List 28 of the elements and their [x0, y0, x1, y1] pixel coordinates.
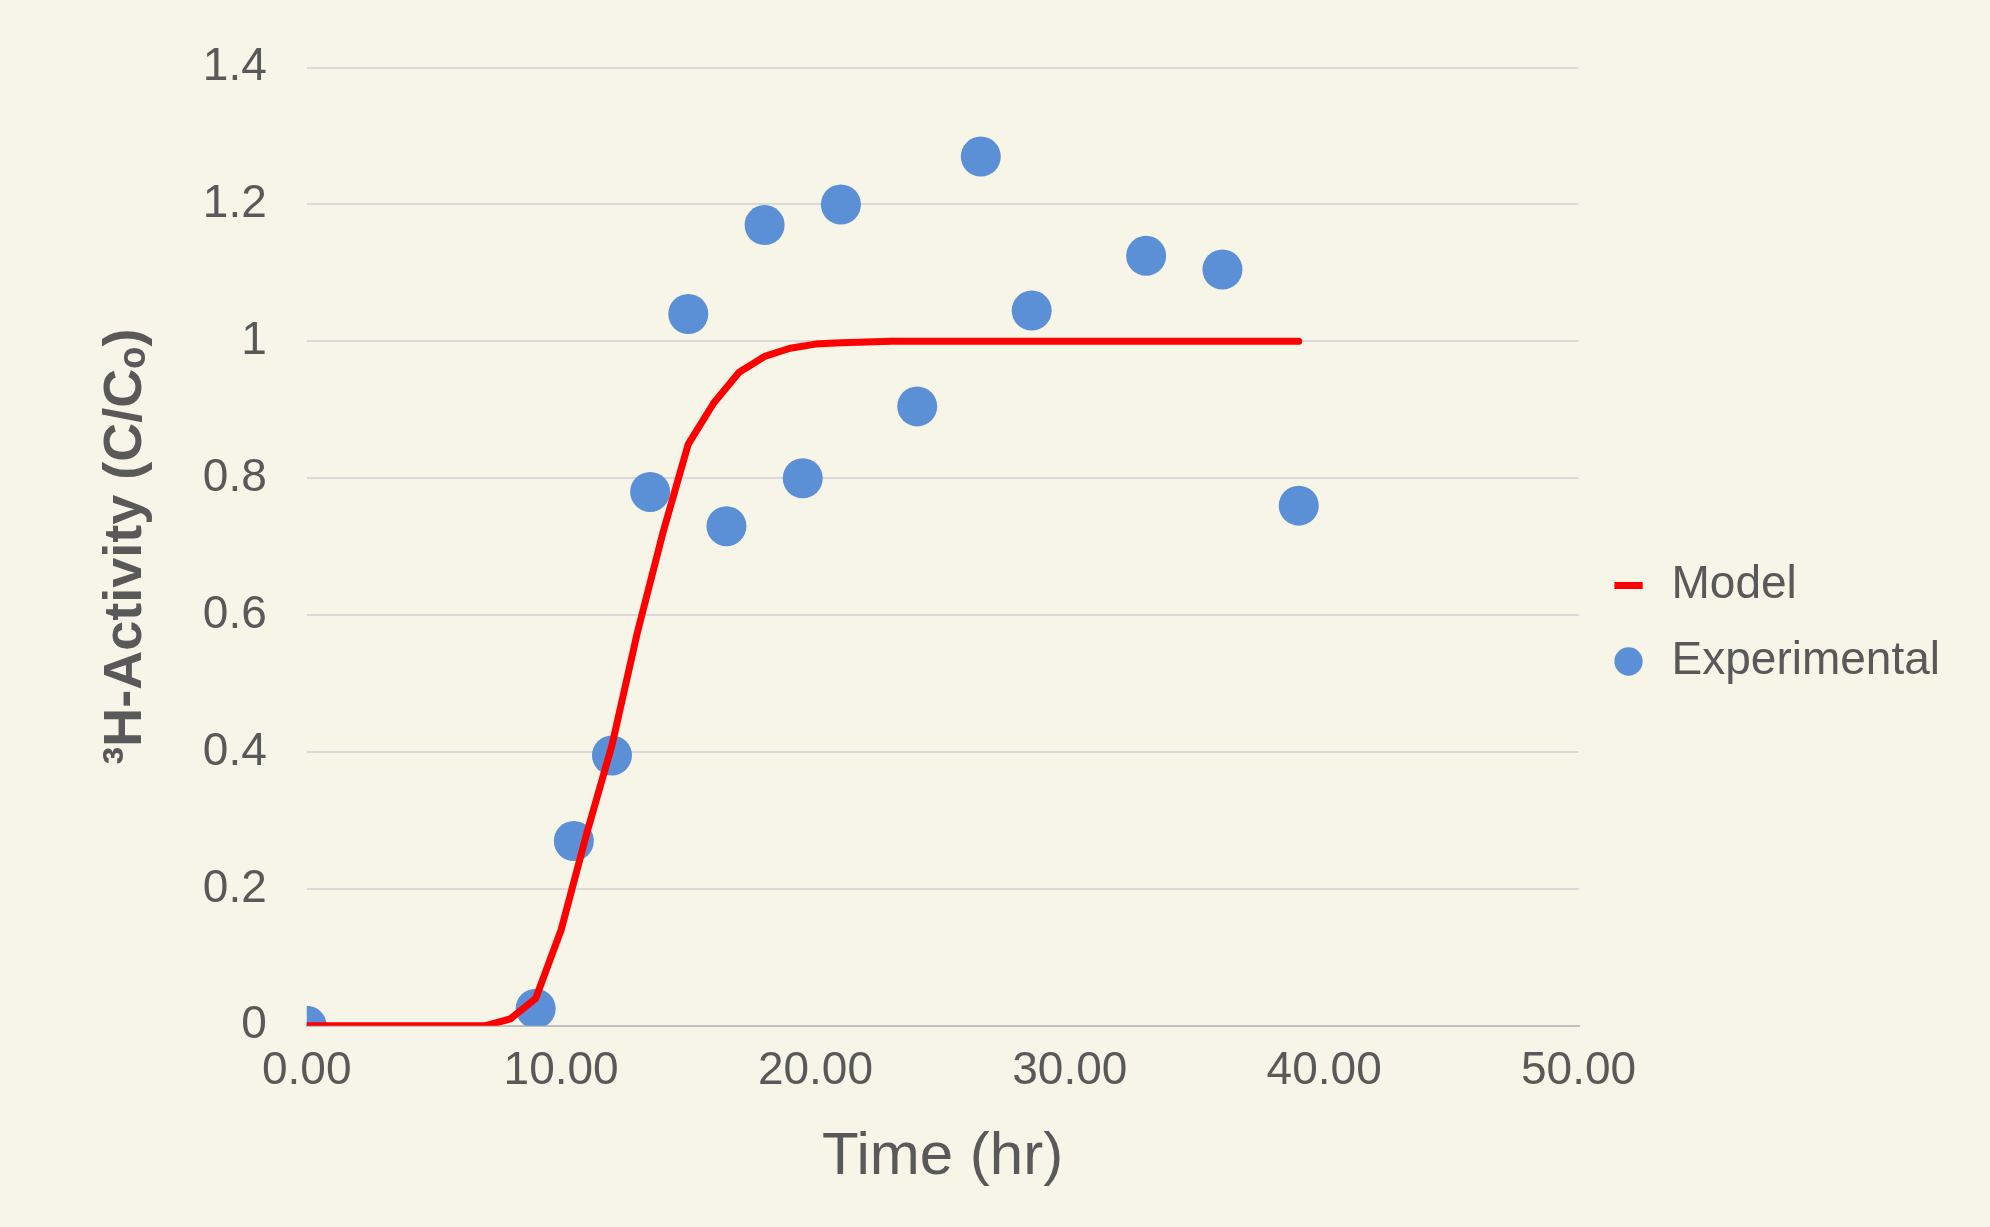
y-tick-label: 0.8 [202, 448, 267, 501]
point [820, 184, 861, 225]
y-axis-title: ³H-Activity (C/Cₒ) [92, 328, 153, 765]
point [1202, 249, 1243, 290]
point [706, 506, 747, 547]
point [960, 136, 1001, 177]
y-tick-label: 0.4 [202, 722, 267, 775]
x-tick-label: 50.00 [1520, 1042, 1637, 1095]
point [897, 386, 938, 427]
legend-label: Model [1671, 556, 1797, 609]
point [744, 205, 785, 246]
y-tick-label: 0.6 [202, 585, 267, 638]
x-tick-label: 40.00 [1266, 1042, 1382, 1095]
y-tick-label: 1.4 [202, 38, 267, 91]
point [1126, 235, 1167, 276]
point [1278, 485, 1319, 526]
point [1011, 290, 1052, 331]
x-tick-label: 10.00 [503, 1042, 619, 1095]
legend-label: Experimental [1671, 632, 1940, 685]
y-tick-label: 1.2 [202, 175, 267, 228]
point [668, 293, 709, 334]
y-tick-label: 0.2 [202, 859, 267, 912]
x-axis-title: Time (hr) [822, 1119, 1064, 1187]
y-tick-label: 1 [241, 312, 267, 365]
x-tick-label: 30.00 [1012, 1042, 1128, 1095]
point [782, 458, 823, 499]
point [630, 471, 671, 512]
x-tick-label: 20.00 [757, 1042, 874, 1095]
